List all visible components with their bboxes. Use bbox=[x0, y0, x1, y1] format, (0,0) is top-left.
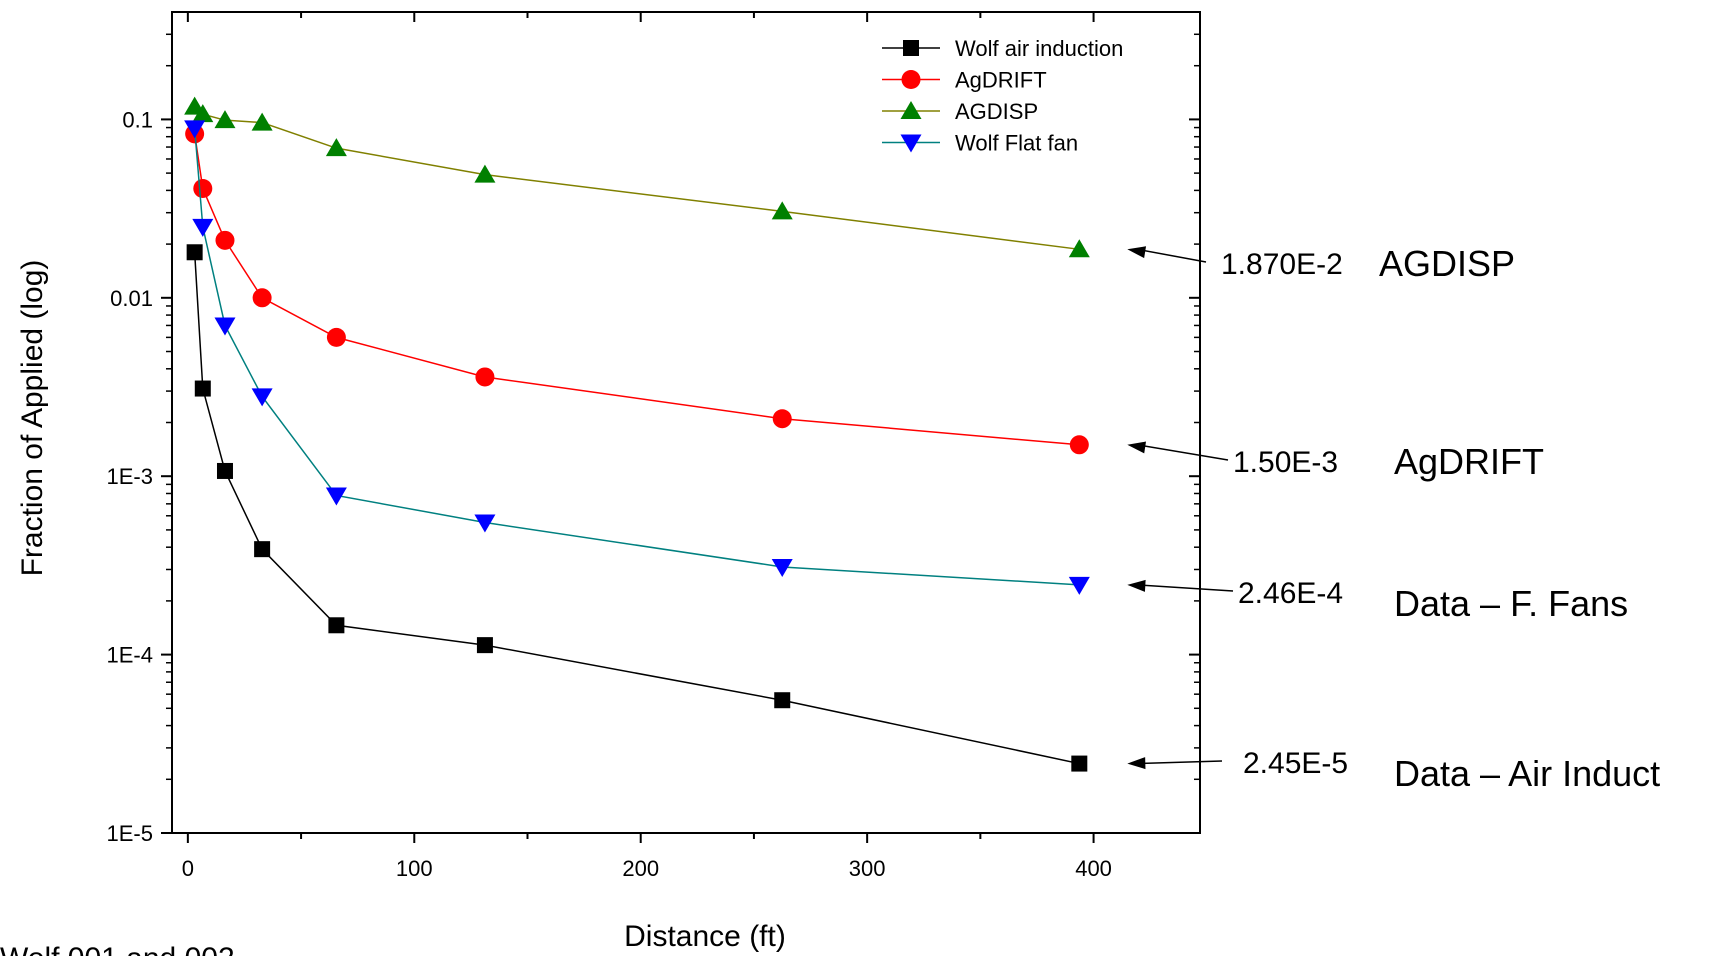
data-point bbox=[184, 120, 206, 139]
data-point bbox=[772, 409, 792, 429]
legend-marker bbox=[900, 134, 922, 153]
data-point bbox=[1068, 239, 1090, 258]
data-point bbox=[254, 541, 271, 558]
data-point bbox=[186, 244, 203, 261]
x-tick-label: 200 bbox=[622, 856, 659, 881]
y-tick-label: 0.01 bbox=[110, 286, 153, 311]
legend-marker bbox=[903, 40, 919, 56]
series-3 bbox=[184, 96, 1090, 258]
series-1 bbox=[186, 244, 1088, 772]
annotation-arrow-head bbox=[1127, 441, 1147, 454]
x-axis-title: Distance (ft) bbox=[624, 920, 786, 953]
series-layer bbox=[184, 96, 1090, 772]
data-point bbox=[476, 637, 493, 654]
annotation-4: 2.45E-5 Data – Air Induct bbox=[1127, 747, 1660, 794]
annotation-arrow-head bbox=[1127, 579, 1146, 592]
data-point bbox=[475, 367, 495, 387]
data-point bbox=[214, 110, 236, 129]
series-line bbox=[193, 128, 1080, 586]
series-line bbox=[194, 106, 1080, 251]
annotation-label: AGDISP bbox=[1379, 243, 1515, 284]
y-tick-label: 1E-3 bbox=[107, 464, 153, 489]
annotation-value: 1.50E-3 bbox=[1233, 446, 1338, 479]
series-2 bbox=[185, 124, 1089, 455]
legend-marker bbox=[901, 70, 921, 89]
annotation-arrow-line bbox=[1137, 760, 1223, 765]
data-point bbox=[328, 617, 345, 634]
annotation-3: 2.46E-4 Data – F. Fans bbox=[1127, 577, 1628, 624]
annotation-arrow-line bbox=[1137, 248, 1207, 263]
x-tick-label: 0 bbox=[182, 856, 194, 881]
data-point bbox=[474, 514, 496, 533]
data-point bbox=[216, 462, 233, 479]
annotation-value: 1.870E-2 bbox=[1221, 248, 1343, 281]
x-tick-label: 300 bbox=[849, 856, 886, 881]
data-point bbox=[774, 692, 791, 709]
annotation-label: Data – F. Fans bbox=[1394, 583, 1628, 624]
data-point bbox=[192, 218, 214, 237]
annotation-2: 1.50E-3 AgDRIFT bbox=[1127, 441, 1544, 482]
series-4 bbox=[184, 120, 1090, 595]
data-point bbox=[1068, 576, 1090, 595]
annotation-label: AgDRIFT bbox=[1394, 441, 1544, 482]
annotation-1: 1.870E-2 AGDISP bbox=[1127, 243, 1515, 284]
y-tick-label: 0.1 bbox=[122, 107, 153, 132]
annotation-arrow-head bbox=[1127, 757, 1146, 770]
data-point bbox=[194, 380, 211, 397]
annotation-arrow-line bbox=[1137, 584, 1234, 592]
data-point bbox=[325, 138, 347, 157]
y-axis-title: Fraction of Applied (log) bbox=[16, 260, 49, 577]
y-tick-label: 1E-5 bbox=[107, 821, 153, 846]
legend-label: Wolf Flat fan bbox=[955, 131, 1078, 156]
data-point bbox=[1071, 755, 1088, 772]
data-point bbox=[1069, 435, 1089, 455]
data-point bbox=[192, 104, 214, 123]
y-tick-label: 1E-4 bbox=[107, 643, 153, 668]
data-point bbox=[251, 112, 273, 131]
legend: Wolf air induction AgDRIFT AGDISP Wolf Flat… bbox=[882, 36, 1123, 156]
legend-label: AGDISP bbox=[955, 99, 1038, 124]
legend-marker bbox=[900, 101, 922, 119]
annotation-arrow-head bbox=[1127, 246, 1147, 259]
annotation-label: Data – Air Induct bbox=[1394, 753, 1660, 794]
data-point bbox=[771, 558, 793, 577]
x-tick-label: 400 bbox=[1075, 856, 1112, 881]
footnote: Wolf 001 and 002 bbox=[0, 942, 235, 956]
axes-layer: 0 100 200 300 400 1E-5 1E-4 1E-3 0.01 0.1 bbox=[107, 11, 1201, 881]
annotations: 1.870E-2 AGDISP 1.50E-3 AgDRIFT 2.46E-4 Data … bbox=[1127, 243, 1660, 794]
annotation-value: 2.46E-4 bbox=[1238, 577, 1343, 610]
data-point bbox=[193, 178, 213, 198]
data-point bbox=[252, 288, 272, 308]
data-point bbox=[214, 317, 236, 336]
legend-label: Wolf air induction bbox=[955, 36, 1123, 61]
data-point bbox=[215, 230, 235, 250]
annotation-value: 2.45E-5 bbox=[1243, 747, 1348, 780]
series-line bbox=[193, 252, 1080, 765]
x-tick-label: 100 bbox=[396, 856, 433, 881]
legend-label: AgDRIFT bbox=[955, 68, 1047, 93]
series-line bbox=[193, 133, 1080, 446]
data-point bbox=[251, 388, 273, 407]
data-point bbox=[326, 327, 346, 347]
data-point bbox=[325, 487, 347, 506]
annotation-arrow-line bbox=[1137, 444, 1229, 461]
data-point bbox=[771, 201, 793, 220]
data-point bbox=[474, 164, 496, 183]
